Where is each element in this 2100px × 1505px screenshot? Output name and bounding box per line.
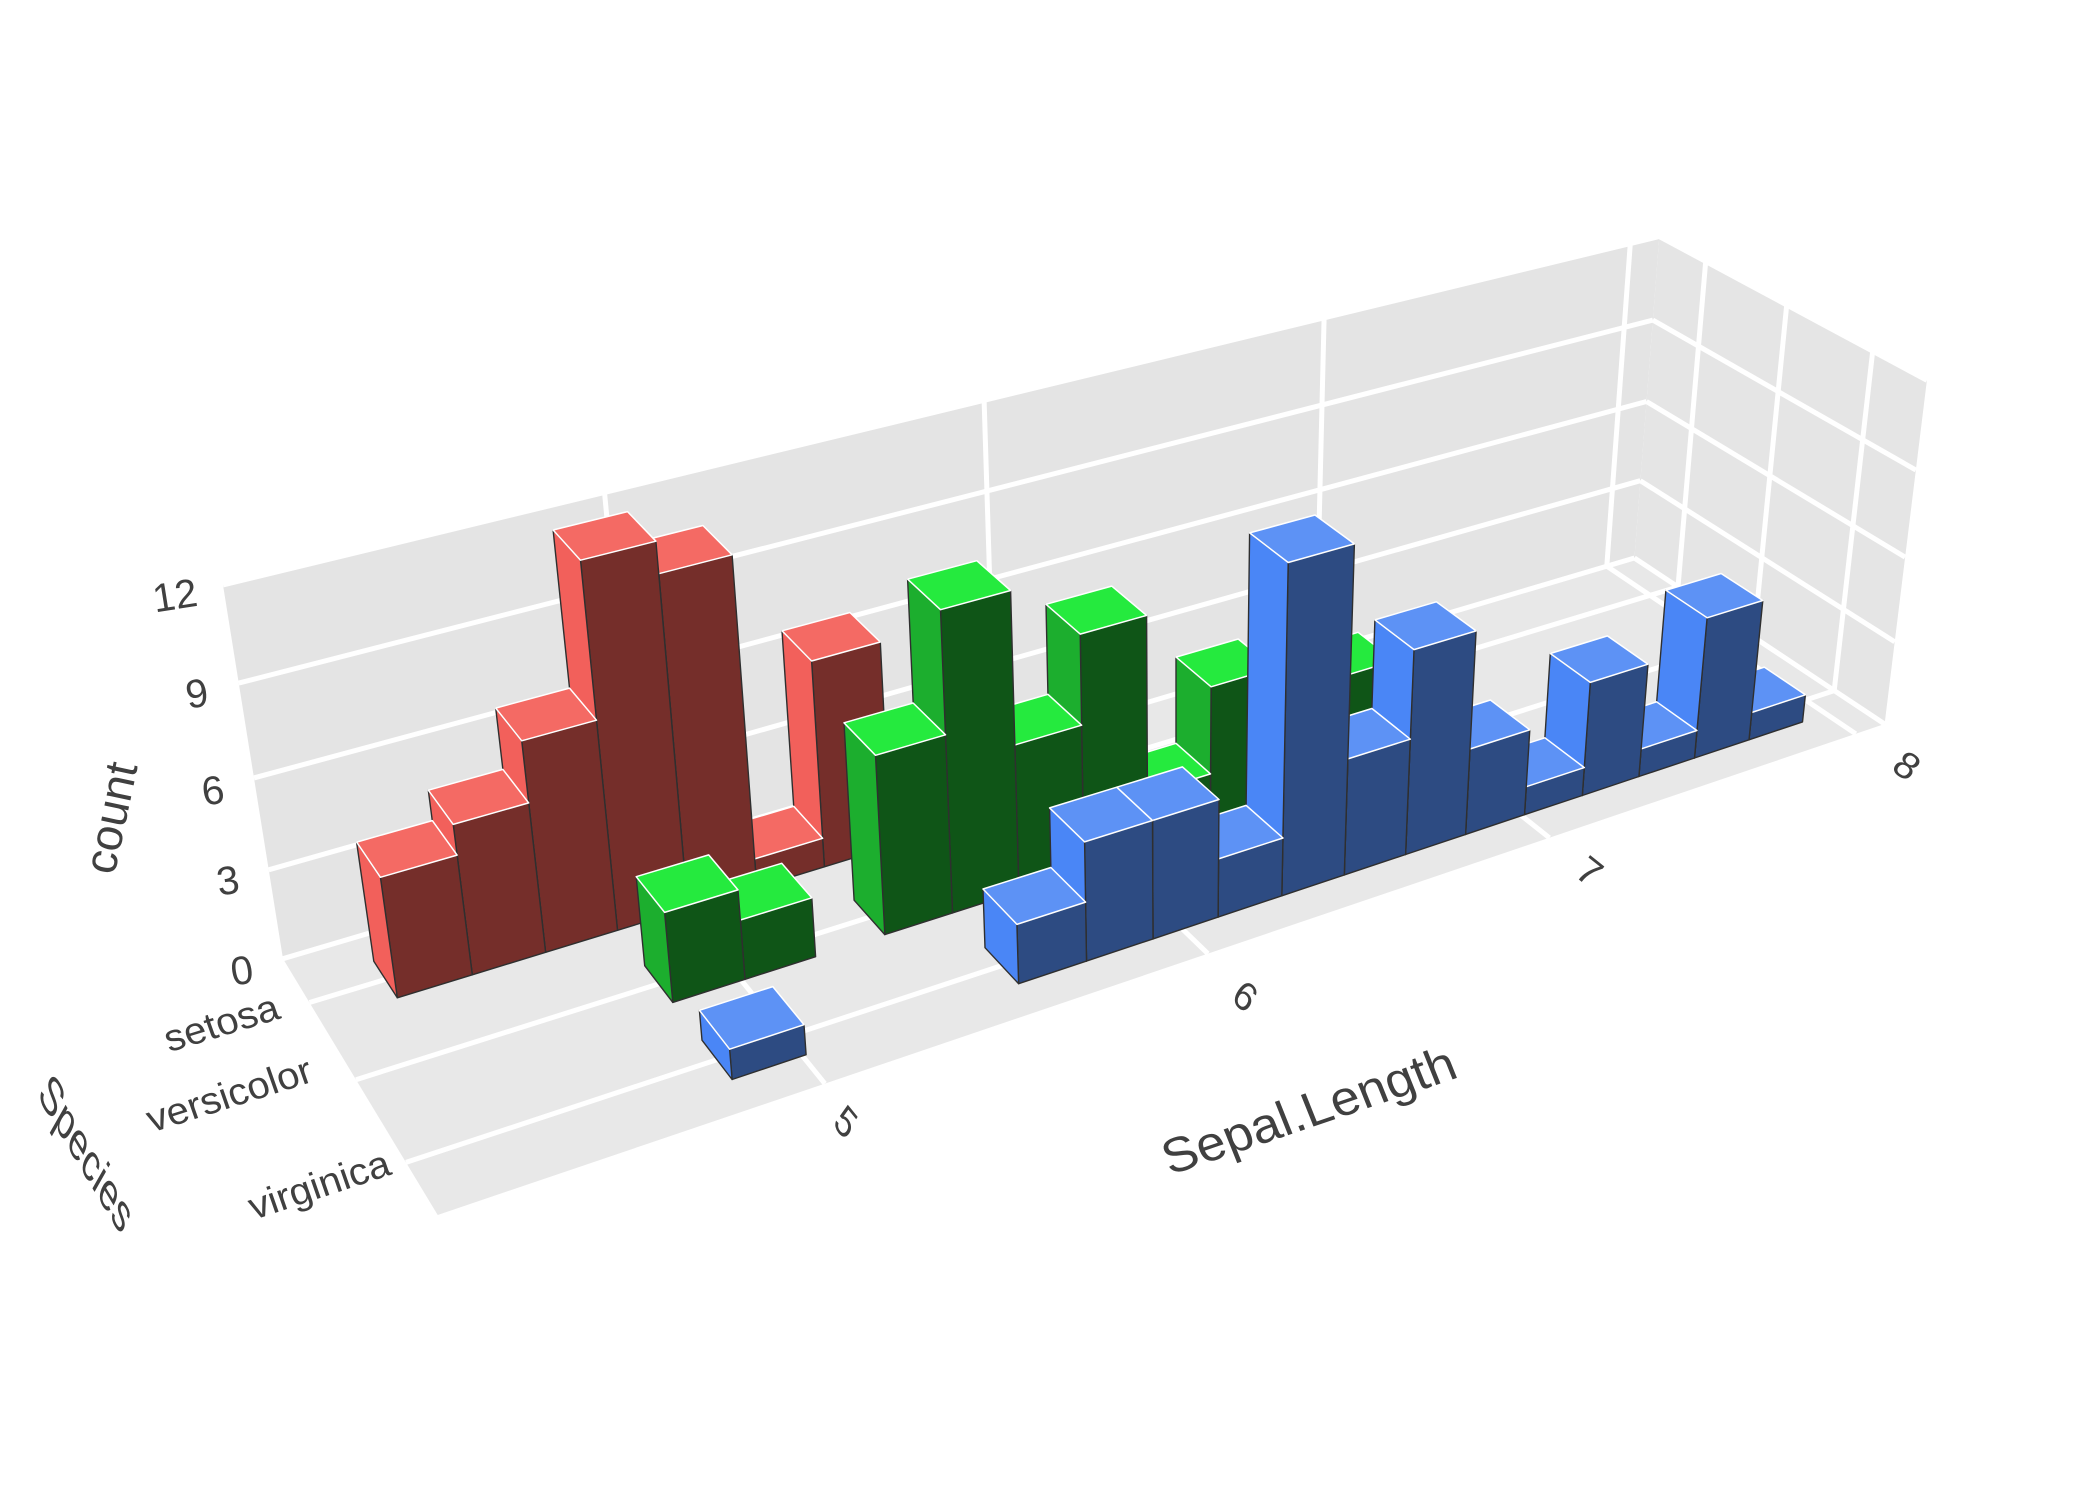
svg-text:12: 12 [150,571,201,621]
